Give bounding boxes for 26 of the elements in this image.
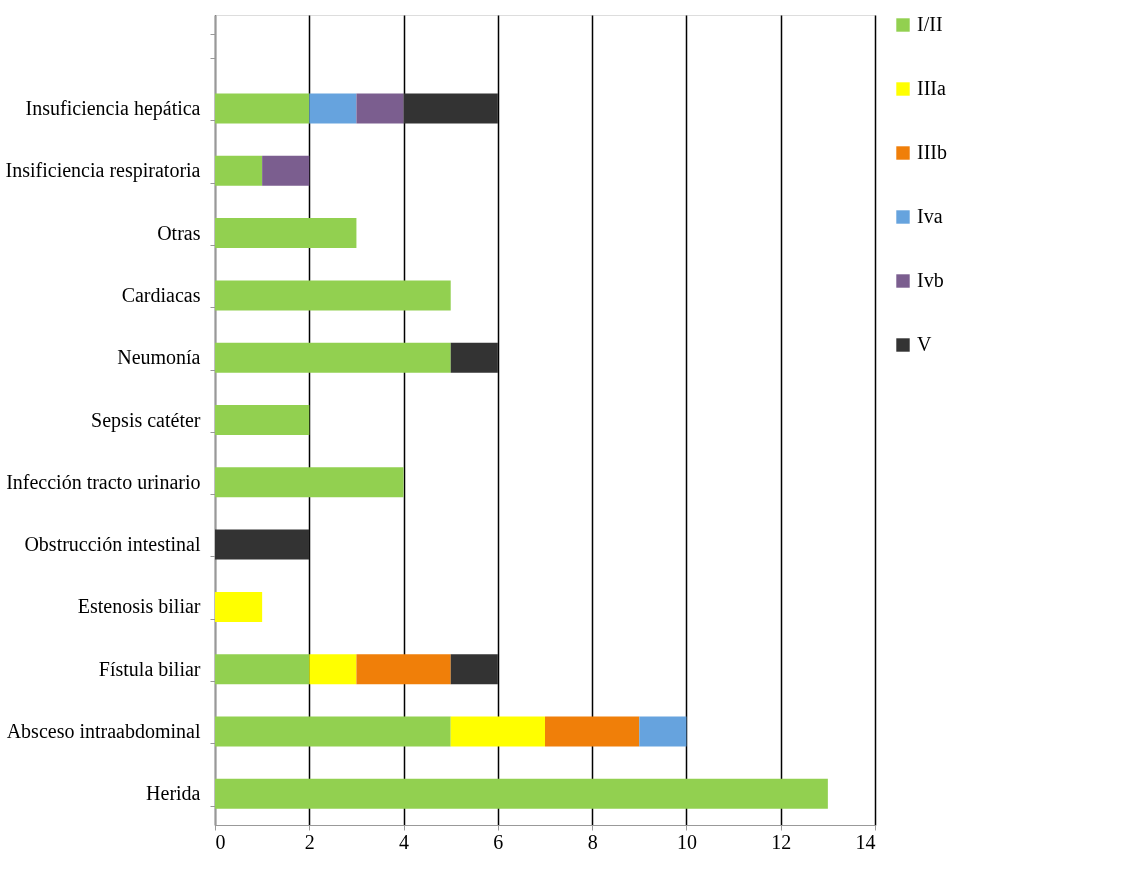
legend-label: IIIb — [917, 141, 947, 163]
legend-label: V — [917, 333, 932, 355]
y-tick-label: Herida — [146, 782, 201, 805]
y-tick-label: Sepsis catéter — [91, 408, 201, 432]
x-tick-label: 6 — [493, 830, 504, 853]
legend-label: IIIa — [917, 77, 946, 99]
x-tick-label: 4 — [399, 830, 410, 853]
x-tick-label: 8 — [587, 830, 598, 853]
y-tick-label: Obstrucción intestinal — [24, 533, 201, 556]
y-tick-label: Otras — [157, 221, 201, 244]
legend-label: Iva — [917, 205, 943, 227]
y-tick-label: Absceso intraabdominal — [6, 720, 201, 743]
x-tick-label: 12 — [771, 830, 792, 853]
x-tick-label: 10 — [676, 830, 697, 853]
y-tick-label: Insificiencia respiratoria — [5, 159, 201, 183]
x-tick-label: 2 — [304, 830, 315, 853]
y-tick-label: Infección tracto urinario — [6, 470, 201, 493]
x-tick-label: 0 — [215, 830, 226, 853]
x-tick-label: 14 — [855, 830, 876, 853]
y-tick-label: Estenosis biliar — [77, 595, 201, 618]
y-tick-label: Cardiacas — [121, 283, 201, 306]
legend-label: Ivb — [917, 269, 944, 291]
legend-label: I/II — [917, 13, 943, 35]
y-tick-label: Neumonía — [117, 346, 201, 369]
y-tick-label: Fístula biliar — [98, 657, 201, 680]
y-tick-label: Insuficiencia hepática — [25, 96, 201, 120]
